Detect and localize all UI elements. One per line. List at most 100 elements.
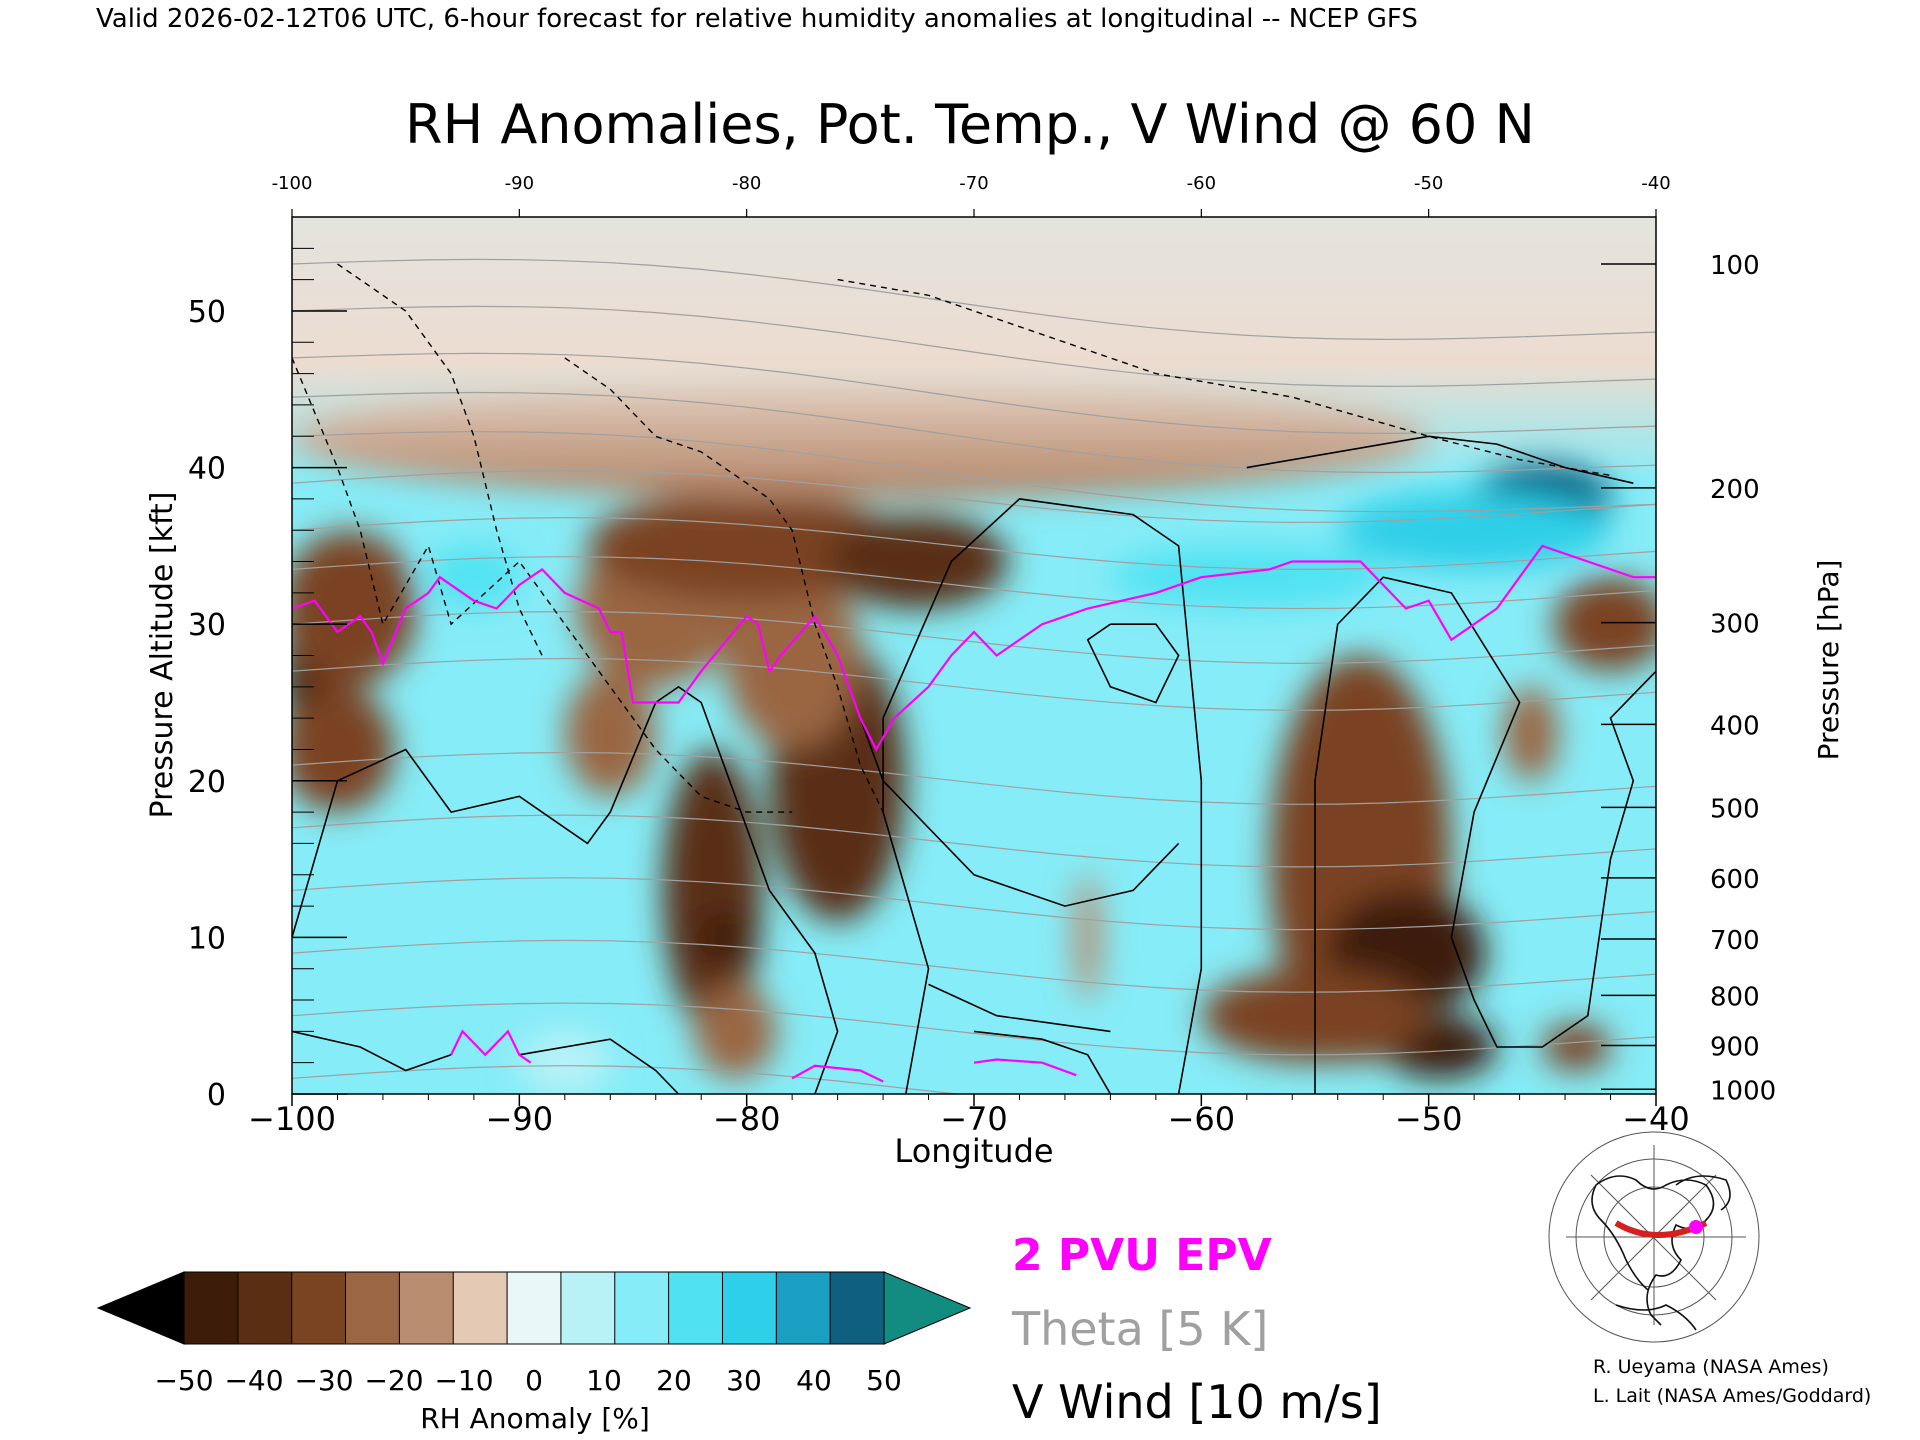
x-tick-label: −50 xyxy=(1395,1100,1463,1138)
colorbar-tick-label: −40 xyxy=(224,1364,283,1397)
theta-contour-310 xyxy=(292,814,1656,868)
colorbar-max-arrow xyxy=(883,1271,972,1345)
legend: 2 PVU EPV Theta [5 K] V Wind [10 m/s] xyxy=(1011,1230,1382,1429)
v-wind-pos10-contour-3 xyxy=(837,278,1611,477)
colorbar-tick-label: −50 xyxy=(154,1364,213,1397)
v-wind-zero-contour-5 xyxy=(973,1030,1112,1094)
colorbar-min-arrow xyxy=(96,1271,185,1345)
theta-contour-280 xyxy=(292,1002,1656,1056)
v-wind-pos10-contour-1 xyxy=(337,263,543,656)
colorbar-tick-label: 0 xyxy=(525,1364,543,1397)
v-wind-neg10-contour-0 xyxy=(836,655,1180,907)
theta-contour-360 xyxy=(292,516,1656,571)
colorbar-tick-label: −20 xyxy=(364,1364,423,1397)
theta-contour-410 xyxy=(292,305,1656,388)
rh-anomaly-blob-23 xyxy=(1337,491,1611,570)
legend-entry-0: 2 PVU EPV xyxy=(1012,1230,1272,1281)
pressure-tick-label: 900 xyxy=(1710,1032,1760,1062)
y-tick-label: 50 xyxy=(188,295,226,330)
rh-anomaly-blob-6 xyxy=(694,984,777,1079)
rh-colorbar: −50 −40 −30 −20 −10 0 10 20 30 40 50 xyxy=(96,1271,972,1397)
rh-anomaly-blob-25 xyxy=(519,1031,611,1094)
top-longitude-axis: -100 -90 -80 -70 -60 -50 -40 xyxy=(272,173,1671,217)
colorbar-tick-label: −30 xyxy=(294,1364,353,1397)
theta-contour-380 xyxy=(292,431,1656,513)
theta-contour-270 xyxy=(292,1065,962,1094)
top-tick-label: -40 xyxy=(1641,173,1670,194)
pressure-tick-label: 1000 xyxy=(1710,1076,1776,1106)
pressure-tick-label: 100 xyxy=(1710,251,1760,281)
theta-contour-290 xyxy=(292,939,1656,993)
v-wind-zero-contour-1 xyxy=(882,498,1203,1094)
pressure-tick-label: 500 xyxy=(1710,794,1760,824)
rh-anomaly-blob-24 xyxy=(1110,545,1384,609)
colorbar-band xyxy=(614,1271,670,1345)
epv-2pvu-lower-0 xyxy=(450,1029,532,1064)
rh-anomaly-blob-10 xyxy=(587,491,906,601)
pressure-tick-label: 400 xyxy=(1710,711,1760,741)
colorbar-band xyxy=(506,1271,562,1345)
theta-contour-370 xyxy=(292,469,1656,524)
colorbar-tick-label: 10 xyxy=(586,1364,622,1397)
theta-contour-390 xyxy=(292,391,1656,474)
v-wind-zero-contour-2 xyxy=(1314,576,1656,1094)
colorbar-band xyxy=(291,1271,347,1345)
upper-neutral-region xyxy=(292,217,1656,484)
epv-2pvu-tropopause xyxy=(292,544,1656,752)
theta-contour-340 xyxy=(292,610,1656,665)
v-wind-zero-contour-6 xyxy=(928,983,1111,1033)
top-tick-label: -90 xyxy=(505,173,534,194)
colorbar-band xyxy=(668,1271,724,1345)
x-tick-label: −100 xyxy=(248,1100,336,1138)
colorbar-band xyxy=(345,1271,401,1345)
pressure-tick-label: 300 xyxy=(1710,610,1760,640)
y-axis: 0 10 20 30 40 50 xyxy=(188,247,347,1113)
theta-contour-300 xyxy=(292,877,1656,931)
rh-anomaly-blob-8 xyxy=(723,561,861,750)
y-tick-label: 40 xyxy=(188,452,226,487)
v-wind-neg10-contour-1 xyxy=(1086,623,1180,704)
epv-2pvu-lower-1 xyxy=(791,1064,884,1083)
colorbar-band xyxy=(721,1271,778,1345)
x-tick-label: −90 xyxy=(486,1100,554,1138)
top-tick-label: -80 xyxy=(732,173,761,194)
credit-line-1: R. Ueyama (NASA Ames) xyxy=(1593,1356,1829,1378)
theta-contour-400 xyxy=(292,352,1656,435)
x-axis: −100 −90 −80 −70 −60 −50 −40 xyxy=(248,1094,1690,1138)
v-wind-zero-contour-3 xyxy=(292,1030,452,1072)
colorbar-band xyxy=(183,1271,239,1345)
pressure-tick-label: 800 xyxy=(1710,982,1760,1012)
top-tick-label: -100 xyxy=(272,173,313,194)
top-tick-label: -70 xyxy=(959,173,988,194)
theta-contour-330 xyxy=(292,657,1656,711)
x-tick-label: −80 xyxy=(713,1100,781,1138)
v-wind-zero-contour-0 xyxy=(292,685,839,1094)
colorbar-band xyxy=(560,1271,616,1345)
x-tick-label: −60 xyxy=(1168,1100,1236,1138)
colorbar-band xyxy=(452,1271,509,1345)
y-tick-label: 10 xyxy=(188,921,226,956)
theta-contours xyxy=(292,258,1656,1094)
y-axis-label: Pressure Altitude [kft] xyxy=(145,492,180,819)
coastline-outline xyxy=(1591,1175,1731,1326)
pressure-axis-label: Pressure [hPa] xyxy=(1812,560,1845,761)
rh-anomaly-blob-17 xyxy=(1503,686,1559,781)
colorbar-band xyxy=(237,1271,293,1345)
epv-2pvu-lower-2 xyxy=(973,1058,1077,1077)
y-tick-label: 0 xyxy=(207,1078,226,1113)
rh-anomaly-blob-1 xyxy=(292,530,418,687)
x-tick-label: −70 xyxy=(940,1100,1008,1138)
section-marker xyxy=(1689,1220,1703,1234)
pressure-tick-label: 600 xyxy=(1710,865,1760,895)
colorbar-label: RH Anomaly [%] xyxy=(420,1402,650,1435)
colorbar-tick-label: 20 xyxy=(656,1364,692,1397)
top-tick-label: -60 xyxy=(1187,173,1216,194)
legend-entry-1: Theta [5 K] xyxy=(1011,1302,1268,1356)
rh-anomaly-blob-11 xyxy=(826,514,1009,609)
pressure-tick-label: 700 xyxy=(1710,926,1760,956)
colorbar-band xyxy=(775,1271,832,1345)
figure-header: Valid 2026-02-12T06 UTC, 6-hour forecast… xyxy=(96,4,1418,34)
v-wind-zero-contour-4 xyxy=(519,1038,680,1094)
credit-line-2: L. Lait (NASA Ames/Goddard) xyxy=(1593,1385,1871,1407)
